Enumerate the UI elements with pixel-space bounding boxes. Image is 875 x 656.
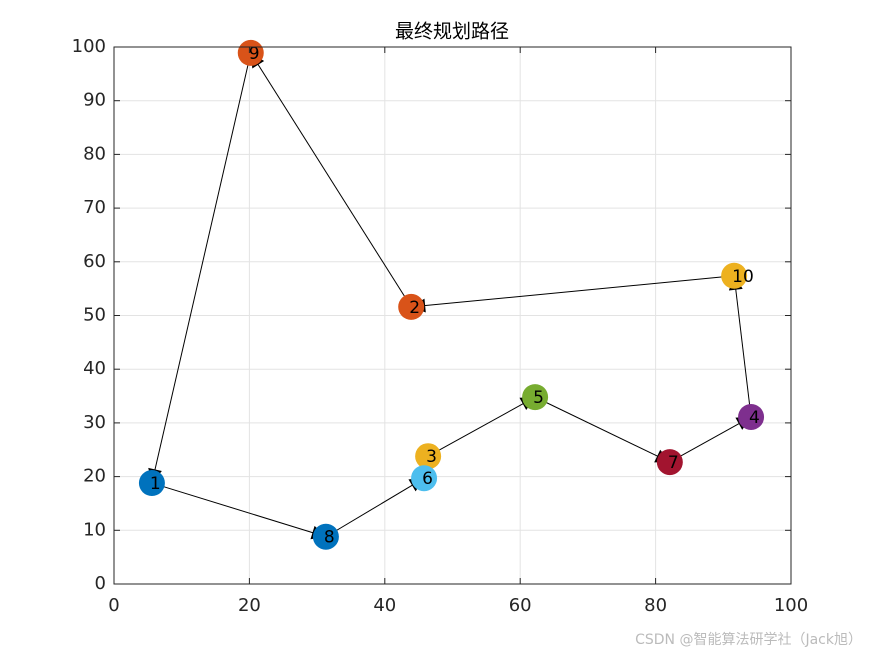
y-tick-label: 10 (83, 519, 106, 540)
x-tick-label: 20 (238, 595, 261, 616)
y-tick-label: 30 (83, 412, 106, 433)
city-point (721, 262, 748, 289)
y-tick-label: 100 (72, 36, 106, 57)
city-label: 1 (150, 474, 161, 494)
y-tick-label: 60 (83, 251, 106, 272)
x-tick-label: 60 (509, 595, 532, 616)
ticks: 0 20 40 60 80 100 0 10 20 30 40 50 60 70 80 90 100 (72, 36, 809, 616)
city-point (237, 39, 264, 66)
city-point (738, 403, 765, 430)
watermark: CSDN @智能算法研学社（Jack旭） (635, 632, 862, 648)
y-tick-label: 40 (83, 358, 106, 379)
city-label: 8 (324, 528, 335, 548)
y-tick-label: 50 (83, 305, 106, 326)
city-label: 6 (422, 469, 433, 489)
route-arrow (534, 396, 671, 463)
y-tick-label: 0 (95, 573, 106, 594)
city-point (312, 523, 339, 550)
city-point (411, 465, 438, 492)
route-arrow (427, 396, 536, 457)
points: 1 2 3 4 5 6 7 8 9 10 (138, 39, 765, 550)
x-tick-label: 40 (373, 595, 396, 616)
city-label: 10 (732, 267, 754, 287)
y-tick-label: 70 (83, 197, 106, 218)
y-tick-label: 20 (83, 466, 106, 487)
route-arrow (411, 275, 735, 313)
route-arrow (325, 477, 425, 538)
x-tick-label: 0 (108, 595, 119, 616)
x-tick-label: 80 (644, 595, 667, 616)
route-arrow (250, 52, 412, 308)
route-arrow (728, 275, 752, 418)
city-label: 7 (668, 453, 679, 473)
city-point (522, 384, 549, 411)
chart-title: 最终规划路径 (395, 21, 509, 43)
arrows (148, 52, 752, 540)
route-arrow (148, 52, 252, 484)
city-point (415, 443, 442, 470)
y-tick-label: 90 (83, 90, 106, 111)
city-label: 5 (533, 388, 544, 408)
y-tick-label: 80 (83, 143, 106, 164)
city-point (656, 449, 683, 476)
x-tick-label: 100 (774, 595, 808, 616)
city-point (398, 293, 425, 320)
city-point (138, 470, 165, 497)
city-label: 4 (749, 408, 760, 428)
city-label: 2 (409, 298, 420, 318)
route-arrow (151, 482, 327, 540)
city-label: 9 (249, 44, 260, 64)
city-label: 3 (426, 447, 437, 467)
route-arrow (669, 416, 752, 463)
